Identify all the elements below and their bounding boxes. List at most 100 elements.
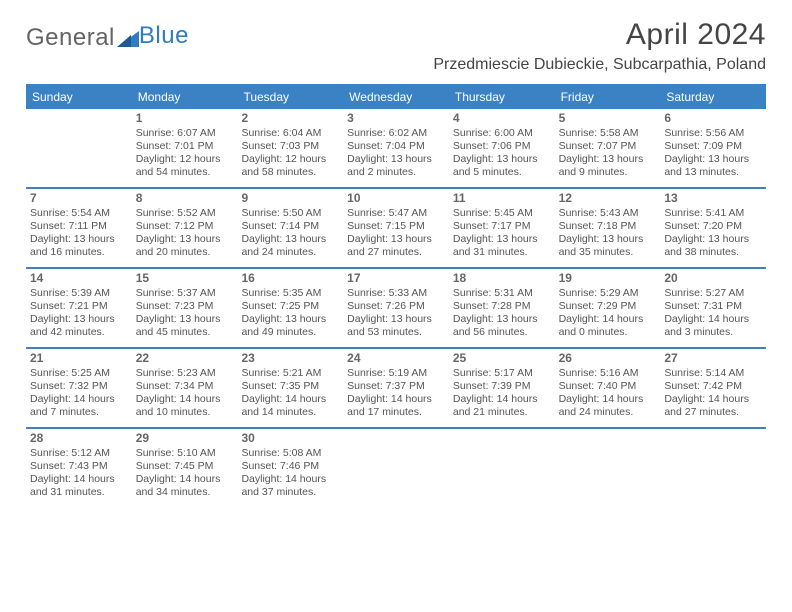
daylight-line-2: and 3 minutes. (664, 326, 762, 339)
calendar-cell: 2Sunrise: 6:04 AMSunset: 7:03 PMDaylight… (237, 109, 343, 187)
sunset-line: Sunset: 7:37 PM (347, 380, 445, 393)
daylight-line-2: and 35 minutes. (559, 246, 657, 259)
sunset-line: Sunset: 7:42 PM (664, 380, 762, 393)
daylight-line-2: and 58 minutes. (241, 166, 339, 179)
daylight-line-2: and 14 minutes. (241, 406, 339, 419)
daylight-line-1: Daylight: 14 hours (30, 393, 128, 406)
daylight-line-2: and 31 minutes. (30, 486, 128, 499)
sunset-line: Sunset: 7:45 PM (136, 460, 234, 473)
calendar-cell: 12Sunrise: 5:43 AMSunset: 7:18 PMDayligh… (555, 189, 661, 267)
day-number: 26 (559, 351, 657, 366)
sunrise-line: Sunrise: 5:29 AM (559, 287, 657, 300)
sunrise-line: Sunrise: 5:56 AM (664, 127, 762, 140)
daylight-line-1: Daylight: 14 hours (559, 313, 657, 326)
sunrise-line: Sunrise: 5:54 AM (30, 207, 128, 220)
sunrise-line: Sunrise: 5:27 AM (664, 287, 762, 300)
daylight-line-2: and 45 minutes. (136, 326, 234, 339)
daylight-line-1: Daylight: 13 hours (453, 153, 551, 166)
calendar-cell: 9Sunrise: 5:50 AMSunset: 7:14 PMDaylight… (237, 189, 343, 267)
day-number: 7 (30, 191, 128, 206)
daylight-line-1: Daylight: 13 hours (664, 233, 762, 246)
daylight-line-1: Daylight: 13 hours (241, 233, 339, 246)
calendar-cell: 8Sunrise: 5:52 AMSunset: 7:12 PMDaylight… (132, 189, 238, 267)
calendar-cell: 13Sunrise: 5:41 AMSunset: 7:20 PMDayligh… (660, 189, 766, 267)
day-number: 19 (559, 271, 657, 286)
day-number: 6 (664, 111, 762, 126)
daylight-line-2: and 56 minutes. (453, 326, 551, 339)
sunrise-line: Sunrise: 5:58 AM (559, 127, 657, 140)
sunset-line: Sunset: 7:15 PM (347, 220, 445, 233)
calendar-cell: 29Sunrise: 5:10 AMSunset: 7:45 PMDayligh… (132, 429, 238, 507)
calendar-cell: 20Sunrise: 5:27 AMSunset: 7:31 PMDayligh… (660, 269, 766, 347)
sunset-line: Sunset: 7:35 PM (241, 380, 339, 393)
daylight-line-2: and 31 minutes. (453, 246, 551, 259)
sunrise-line: Sunrise: 5:35 AM (241, 287, 339, 300)
calendar-week: 21Sunrise: 5:25 AMSunset: 7:32 PMDayligh… (26, 349, 766, 429)
daylight-line-1: Daylight: 13 hours (664, 153, 762, 166)
calendar-cell: 1Sunrise: 6:07 AMSunset: 7:01 PMDaylight… (132, 109, 238, 187)
logo: General Blue (26, 18, 189, 52)
daylight-line-2: and 13 minutes. (664, 166, 762, 179)
calendar-cell: 10Sunrise: 5:47 AMSunset: 7:15 PMDayligh… (343, 189, 449, 267)
day-number: 23 (241, 351, 339, 366)
day-number: 14 (30, 271, 128, 286)
day-number: 1 (136, 111, 234, 126)
daylight-line-1: Daylight: 14 hours (30, 473, 128, 486)
sunrise-line: Sunrise: 5:14 AM (664, 367, 762, 380)
daylight-line-2: and 49 minutes. (241, 326, 339, 339)
calendar-week: 7Sunrise: 5:54 AMSunset: 7:11 PMDaylight… (26, 189, 766, 269)
daylight-line-1: Daylight: 13 hours (453, 233, 551, 246)
calendar-cell: 28Sunrise: 5:12 AMSunset: 7:43 PMDayligh… (26, 429, 132, 507)
day-number: 16 (241, 271, 339, 286)
daylight-line-2: and 34 minutes. (136, 486, 234, 499)
sunrise-line: Sunrise: 5:25 AM (30, 367, 128, 380)
daylight-line-2: and 10 minutes. (136, 406, 234, 419)
calendar-cell-empty (343, 429, 449, 507)
calendar-week: 28Sunrise: 5:12 AMSunset: 7:43 PMDayligh… (26, 429, 766, 507)
sunrise-line: Sunrise: 5:41 AM (664, 207, 762, 220)
calendar-cell: 17Sunrise: 5:33 AMSunset: 7:26 PMDayligh… (343, 269, 449, 347)
calendar-cell: 26Sunrise: 5:16 AMSunset: 7:40 PMDayligh… (555, 349, 661, 427)
sunset-line: Sunset: 7:20 PM (664, 220, 762, 233)
daylight-line-1: Daylight: 14 hours (136, 473, 234, 486)
calendar-week: 14Sunrise: 5:39 AMSunset: 7:21 PMDayligh… (26, 269, 766, 349)
daylight-line-1: Daylight: 13 hours (30, 233, 128, 246)
daylight-line-1: Daylight: 14 hours (241, 473, 339, 486)
daylight-line-1: Daylight: 14 hours (453, 393, 551, 406)
sunset-line: Sunset: 7:11 PM (30, 220, 128, 233)
sunset-line: Sunset: 7:28 PM (453, 300, 551, 313)
daylight-line-2: and 5 minutes. (453, 166, 551, 179)
calendar-cell: 27Sunrise: 5:14 AMSunset: 7:42 PMDayligh… (660, 349, 766, 427)
daylight-line-1: Daylight: 13 hours (347, 233, 445, 246)
calendar-cell-empty (449, 429, 555, 507)
day-number: 9 (241, 191, 339, 206)
calendar-cell: 25Sunrise: 5:17 AMSunset: 7:39 PMDayligh… (449, 349, 555, 427)
day-number: 21 (30, 351, 128, 366)
sunset-line: Sunset: 7:03 PM (241, 140, 339, 153)
calendar-cell: 19Sunrise: 5:29 AMSunset: 7:29 PMDayligh… (555, 269, 661, 347)
sunset-line: Sunset: 7:43 PM (30, 460, 128, 473)
calendar-cell: 4Sunrise: 6:00 AMSunset: 7:06 PMDaylight… (449, 109, 555, 187)
sunrise-line: Sunrise: 5:37 AM (136, 287, 234, 300)
daylight-line-1: Daylight: 13 hours (241, 313, 339, 326)
dayname-monday: Monday (132, 86, 238, 109)
sunset-line: Sunset: 7:39 PM (453, 380, 551, 393)
dayname-friday: Friday (555, 86, 661, 109)
daylight-line-2: and 20 minutes. (136, 246, 234, 259)
daylight-line-1: Daylight: 13 hours (559, 233, 657, 246)
day-number: 3 (347, 111, 445, 126)
daylight-line-1: Daylight: 12 hours (136, 153, 234, 166)
day-number: 29 (136, 431, 234, 446)
daylight-line-2: and 37 minutes. (241, 486, 339, 499)
daylight-line-1: Daylight: 14 hours (347, 393, 445, 406)
daylight-line-2: and 17 minutes. (347, 406, 445, 419)
calendar-cell: 11Sunrise: 5:45 AMSunset: 7:17 PMDayligh… (449, 189, 555, 267)
calendar-cell: 7Sunrise: 5:54 AMSunset: 7:11 PMDaylight… (26, 189, 132, 267)
logo-text-part2: Blue (139, 22, 189, 50)
sunset-line: Sunset: 7:04 PM (347, 140, 445, 153)
calendar-cell: 22Sunrise: 5:23 AMSunset: 7:34 PMDayligh… (132, 349, 238, 427)
header: General Blue April 2024 Przedmiescie Dub… (26, 18, 766, 74)
sunset-line: Sunset: 7:29 PM (559, 300, 657, 313)
calendar-cell: 3Sunrise: 6:02 AMSunset: 7:04 PMDaylight… (343, 109, 449, 187)
sunrise-line: Sunrise: 5:47 AM (347, 207, 445, 220)
